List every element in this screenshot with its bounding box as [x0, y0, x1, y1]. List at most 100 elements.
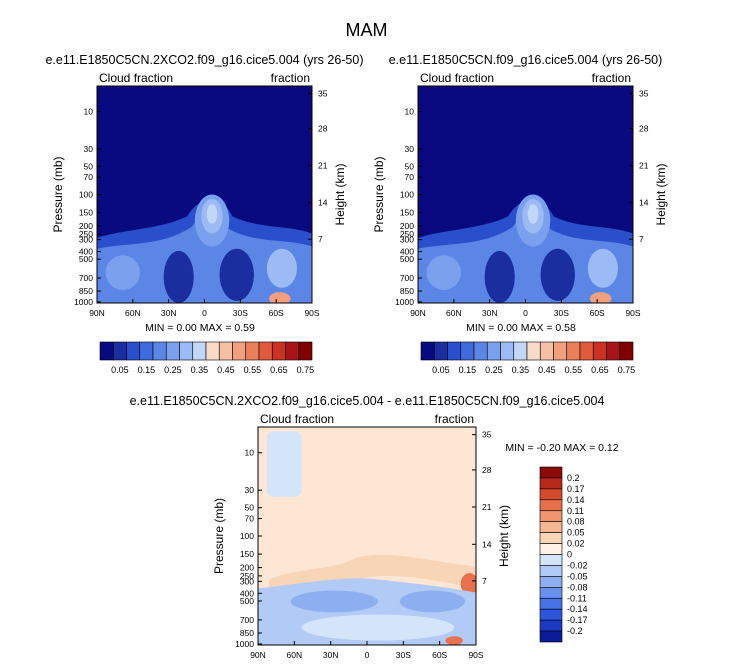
band-mid-level	[97, 212, 312, 303]
yright-tick-label: 7	[639, 234, 644, 244]
colorbar-swatch	[179, 341, 194, 361]
ytick-label: 100	[79, 190, 93, 200]
right-label: fraction	[592, 71, 631, 85]
colorbar-swatch	[433, 341, 448, 361]
ylabel: Pressure (mb)	[212, 498, 226, 574]
colorbar-label: 0.15	[138, 365, 156, 375]
colorbar-swatch	[245, 341, 260, 361]
colorbar-swatch	[539, 576, 563, 588]
field-1	[97, 86, 312, 303]
xtick-label: 30S	[396, 650, 411, 660]
colorbar-swatch	[539, 619, 563, 632]
colorbar-label: 0.65	[270, 365, 288, 375]
low-cloud-s	[269, 292, 291, 303]
negative-core-n	[290, 590, 378, 613]
colorbar-swatch	[539, 543, 563, 555]
colorbar-label: -0.17	[567, 615, 588, 625]
colorbar-label: 0.45	[217, 365, 235, 375]
colorbar-label: -0.05	[567, 571, 588, 581]
ytick-label: 150	[400, 208, 414, 218]
panel2-stats: MIN = 0.00 MAX = 0.58	[466, 322, 576, 334]
ytick-label: 400	[79, 247, 93, 257]
yright-tick-label: 28	[639, 124, 649, 134]
subtropic-min-n	[484, 250, 515, 303]
xtick-label: 30N	[161, 308, 177, 318]
colorbar-swatch	[285, 341, 300, 361]
yright-tick-label: 35	[482, 430, 492, 440]
panel-1: Cloud fraction fraction e.e11.E1850C5CN.2X…	[45, 53, 363, 318]
xtick-label: 30S	[554, 308, 569, 318]
right-label: fraction	[271, 71, 310, 85]
panel1-stats: MIN = 0.00 MAX = 0.59	[145, 322, 255, 334]
ytick-label: 250	[400, 229, 414, 239]
colorbar-swatch	[447, 341, 462, 361]
right-label: fraction	[435, 412, 474, 426]
ytick-label: 250	[79, 229, 93, 239]
ytick-label: 850	[400, 286, 414, 296]
panel-title: e.e11.E1850C5CN.2XCO2.f09_g16.cice5.004 …	[45, 53, 363, 67]
colorbar-swatch	[513, 341, 528, 361]
xtick-label: 0	[523, 308, 528, 318]
colorbar-swatch	[539, 565, 563, 577]
negative-core-s	[399, 590, 466, 613]
colorbar: 0.05 0.15 0.25 0.35 0.45 0.55 0.65 0.75	[420, 341, 635, 375]
colorbar-label: 0.08	[567, 517, 585, 527]
colorbar-swatch	[579, 341, 594, 361]
colorbar-label: 0.11	[567, 506, 584, 516]
xtick-label: 60S	[590, 308, 605, 318]
ytick-label: 700	[400, 273, 414, 283]
colorbar-swatch	[539, 587, 563, 599]
ytick-label: 100	[240, 531, 254, 541]
ytick-label: 500	[79, 254, 93, 264]
xtick-label: 60N	[287, 650, 303, 660]
ytick-label: 200	[79, 221, 93, 231]
ylabel-right: Height (km)	[333, 163, 347, 225]
colorbar-swatch	[258, 341, 273, 361]
xtick-label: 30S	[233, 308, 248, 318]
xtick-label: 60N	[446, 308, 462, 318]
colorbar-label: -0.14	[567, 604, 588, 614]
colorbar-label: 0.05	[432, 365, 450, 375]
yright-tick-label: 7	[318, 234, 323, 244]
xtick-label: 30N	[482, 308, 498, 318]
upper-negative-patch	[266, 431, 302, 497]
colorbar-label: 0.25	[164, 365, 182, 375]
xtick-label: 60N	[125, 308, 141, 318]
surface-positive	[445, 636, 463, 645]
colorbar-swatch	[205, 341, 220, 361]
colorbar-swatch	[539, 630, 563, 643]
colorbar-label: 0.65	[591, 365, 609, 375]
left-label: Cloud fraction	[99, 71, 173, 85]
ytick-label: 700	[79, 273, 93, 283]
ytick-label: 850	[240, 628, 254, 638]
colorbar-label: 0.05	[567, 528, 585, 538]
field-2	[418, 86, 633, 303]
colorbar-swatch	[539, 521, 563, 533]
colorbar-label: -0.11	[567, 593, 587, 603]
ylabel-right: Height (km)	[654, 163, 668, 225]
ytick-label: 250	[240, 571, 254, 581]
ytick-label: 1000	[74, 297, 93, 307]
season-title: MAM	[345, 20, 388, 40]
colorbar-label: 0.35	[191, 365, 209, 375]
colorbar-swatch	[539, 510, 563, 522]
ytick-label: 200	[400, 221, 414, 231]
colorbar-swatch	[460, 341, 475, 361]
yright-tick-label: 14	[482, 539, 492, 549]
colorbar-swatch	[500, 341, 515, 361]
xtick-label: 60S	[269, 308, 284, 318]
colorbar-swatch	[539, 477, 563, 490]
colorbar-swatch	[192, 341, 207, 361]
colorbar-swatch	[539, 466, 563, 479]
yright-tick-label: 14	[318, 198, 328, 208]
panel-title: e.e11.E1850C5CN.2XCO2.f09_g16.cice5.004 …	[130, 394, 605, 408]
colorbar-swatch	[165, 341, 180, 361]
field-3	[258, 427, 476, 645]
xtick-label: 90N	[410, 308, 426, 318]
xtick-label: 0	[365, 650, 370, 660]
ytick-label: 50	[245, 503, 255, 513]
colorbar-swatch	[473, 341, 488, 361]
colorbar-label: 0.35	[512, 365, 530, 375]
colorbar-swatch	[553, 341, 568, 361]
xtick-label: 0	[202, 308, 207, 318]
